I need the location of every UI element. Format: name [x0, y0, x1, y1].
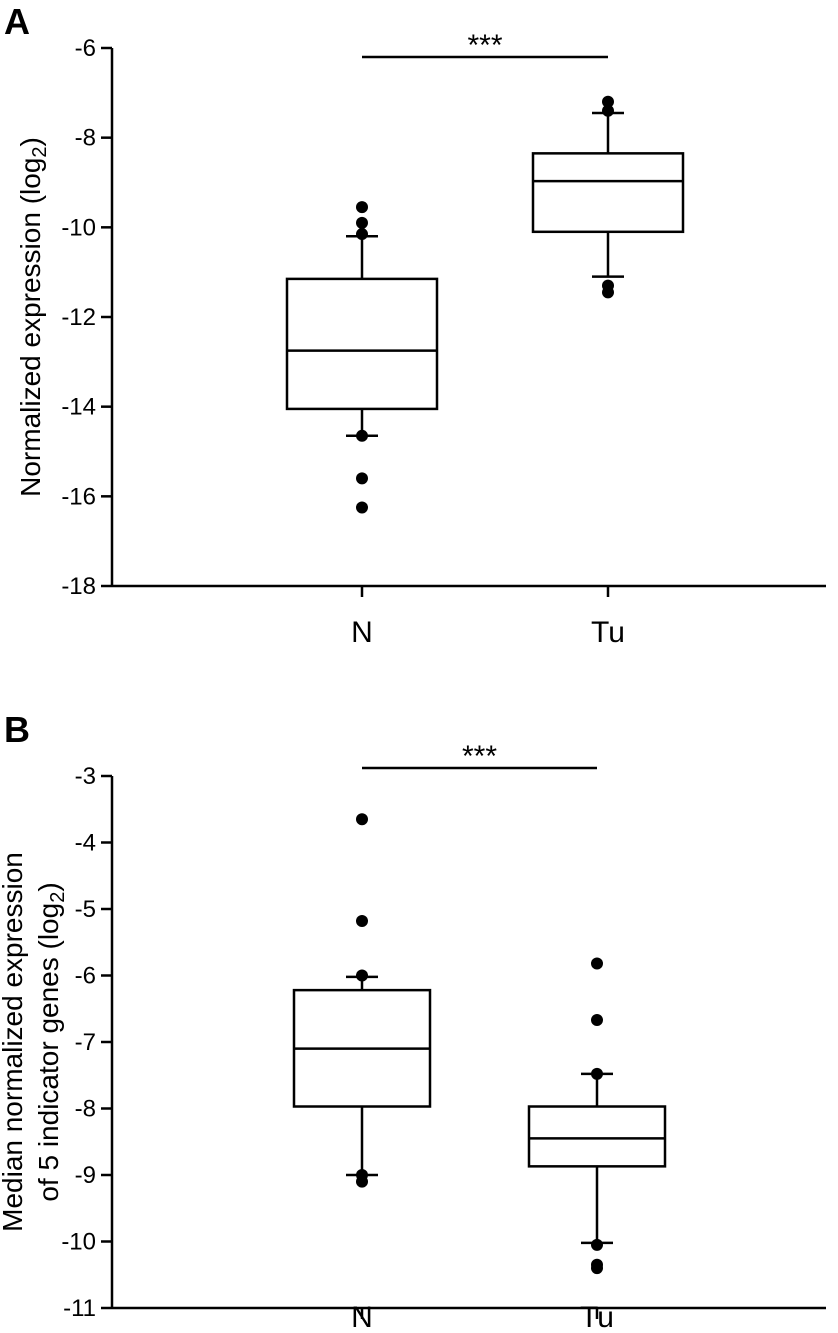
outlier-point — [591, 1262, 603, 1275]
y-tick-label: -4 — [75, 830, 96, 857]
y-tick-label: -10 — [61, 214, 96, 241]
box-tu — [527, 957, 667, 1275]
outlier-point — [356, 813, 368, 826]
significance-label: *** — [467, 29, 502, 62]
outlier-point — [356, 228, 368, 241]
box-iqr — [531, 152, 685, 234]
y-axis-label-text: Normalized expression (log — [15, 158, 46, 497]
box-iqr — [285, 277, 439, 411]
y-tick-label: -7 — [75, 1029, 96, 1056]
y-tick-label: -9 — [75, 1162, 96, 1189]
outlier-point — [356, 472, 368, 485]
y-tick-label: -8 — [75, 125, 96, 152]
y-axis-label-text: of 5 indicator genes (log — [33, 903, 64, 1202]
x-tick-label: Tu — [591, 616, 625, 649]
y-tick-label: -12 — [61, 304, 96, 331]
x-tick-label: N — [351, 616, 373, 649]
outlier-point — [602, 104, 614, 117]
y-tick-label: -6 — [75, 35, 96, 62]
outlier-point — [356, 501, 368, 514]
outlier-point — [356, 914, 368, 927]
y-axis-label-text: ) — [15, 137, 46, 146]
y-tick-label: -10 — [61, 1229, 96, 1256]
y-axis-label: Median normalized expression — [0, 852, 28, 1232]
significance-label: *** — [462, 740, 497, 773]
box-n — [285, 201, 439, 514]
y-tick-label: -14 — [61, 394, 96, 421]
y-axis-label-text: ) — [33, 882, 64, 891]
y-tick-label: -5 — [75, 896, 96, 923]
outlier-point — [591, 957, 603, 970]
y-axis-label-subscript: 2 — [29, 146, 51, 157]
outlier-point — [602, 95, 614, 108]
panel-a: A -6 -8 -10 -12 -14 -16 -18 N Tu Normalized expres… — [4, 1, 826, 649]
y-axis-label-text: Median normalized expression — [0, 852, 28, 1232]
y-axis-label: of 5 indicator genes (log2) — [33, 882, 69, 1201]
x-tick-label: Tu — [580, 1301, 614, 1333]
outlier-point — [356, 429, 368, 442]
x-tick-label: N — [351, 1301, 373, 1333]
outlier-point — [591, 1238, 603, 1251]
panel-b: B -3 -4 -5 -6 -7 -8 -9 -10 -11 N Tu Median normalize… — [0, 709, 826, 1333]
y-tick-label: -16 — [61, 483, 96, 510]
outlier-point — [602, 286, 614, 299]
y-tick-label: -8 — [75, 1096, 96, 1123]
y-axis-label-subscript: 2 — [47, 892, 69, 903]
box-iqr — [527, 1105, 667, 1168]
outlier-point — [356, 969, 368, 982]
box-n — [292, 813, 432, 1188]
y-tick-label: -11 — [63, 1295, 96, 1322]
outlier-point — [356, 1175, 368, 1188]
y-axis-label: Normalized expression (log2) — [15, 137, 51, 497]
outlier-point — [356, 216, 368, 229]
outlier-point — [591, 1014, 603, 1027]
outlier-point — [591, 1067, 603, 1080]
y-tick-label: -3 — [75, 763, 96, 790]
y-tick-label: -18 — [61, 573, 96, 600]
outlier-point — [356, 201, 368, 214]
box-tu — [531, 95, 685, 299]
panel-label: A — [4, 1, 30, 42]
y-tick-label: -6 — [75, 963, 96, 990]
panel-label: B — [4, 709, 30, 750]
